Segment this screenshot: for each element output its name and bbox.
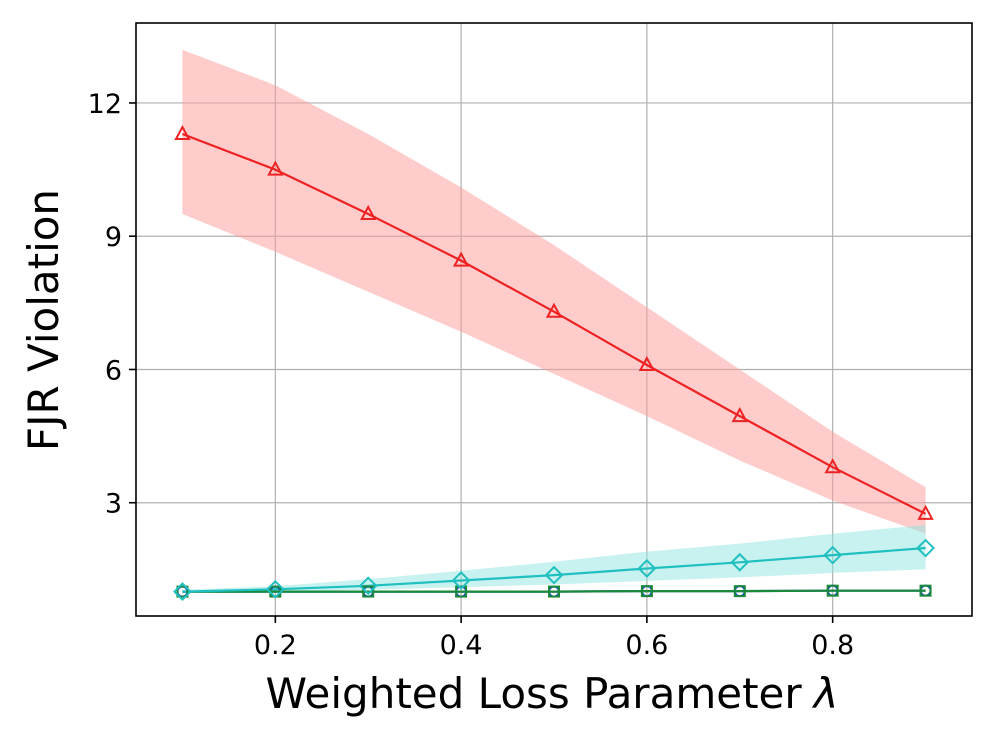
- red-triangle-marker: [360, 204, 377, 221]
- green-square-line: [182, 589, 926, 593]
- y-tick-label: 9: [105, 222, 122, 253]
- series-lines: [182, 132, 927, 593]
- green-square-marker: [455, 585, 468, 598]
- red-triangle-marker: [267, 160, 284, 176]
- x-tick-label: 0.6: [625, 630, 668, 661]
- cyan-diamond-marker: [451, 571, 471, 590]
- x-tick-label: 0.8: [811, 630, 854, 661]
- green-square-marker: [733, 585, 746, 598]
- red-triangle-marker: [174, 124, 191, 141]
- green-square-marker: [176, 585, 189, 598]
- green-square-marker: [826, 584, 839, 597]
- y-tick-label: 12: [88, 89, 122, 120]
- cyan-diamond-marker: [358, 576, 378, 596]
- red-triangle-marker: [452, 251, 470, 267]
- red-triangle-marker: [824, 458, 841, 474]
- x-tick-label: 0.4: [440, 630, 483, 661]
- x-tick-label: 0.2: [254, 630, 297, 661]
- red-triangle-band: [182, 49, 926, 534]
- green-square-marker: [548, 585, 560, 598]
- cyan-diamond-marker: [823, 545, 843, 565]
- y-axis-title: FJR Violation: [19, 189, 68, 451]
- red-triangle-marker: [917, 504, 934, 520]
- cyan-diamond-marker: [637, 559, 657, 578]
- y-tick-label: 3: [105, 489, 122, 520]
- cyan-diamond-marker: [544, 565, 564, 585]
- red-triangle-line: [182, 132, 927, 515]
- x-axis-title: Weighted Loss Parameter λ: [265, 669, 838, 718]
- red-triangle-marker: [545, 302, 563, 318]
- confidence-bands: [182, 49, 926, 593]
- cyan-diamond-line: [182, 546, 926, 593]
- cyan-diamond-band: [182, 524, 926, 593]
- green-square-marker: [640, 585, 653, 598]
- cyan-diamond-marker: [265, 579, 285, 599]
- cyan-diamond-marker: [173, 582, 192, 601]
- green-square-marker: [362, 585, 375, 598]
- y-tick-label: 6: [105, 355, 122, 386]
- cyan-diamond-marker: [916, 538, 935, 558]
- ticks: 0.2 0.4 0.6 0.8 3 6 9 12: [88, 89, 855, 661]
- red-triangle-marker: [638, 355, 656, 372]
- green-square-marker: [919, 584, 932, 597]
- plot-frame: [135, 22, 973, 617]
- cyan-diamond-marker: [730, 552, 750, 572]
- series-markers: [173, 124, 935, 601]
- red-triangle-marker: [731, 407, 748, 423]
